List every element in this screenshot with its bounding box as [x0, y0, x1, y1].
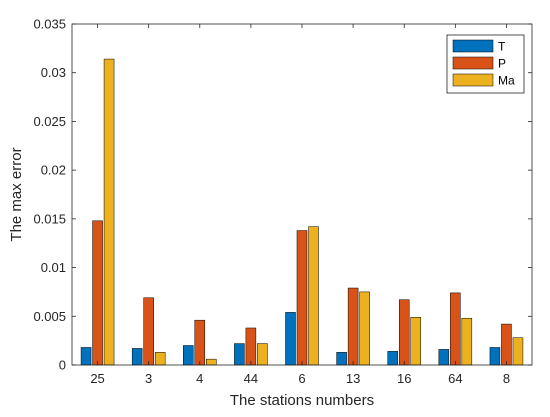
legend: TP Ma	[446, 34, 525, 94]
y-tick-label: 0.015	[33, 211, 66, 226]
y-tick-label: 0	[59, 358, 66, 373]
bar-ma-13	[359, 291, 370, 366]
legend-swatch-p	[452, 56, 494, 70]
y-tick-label: 0.025	[33, 114, 66, 129]
bar-ma-3	[154, 352, 166, 366]
x-tick-label: 8	[503, 371, 510, 386]
x-tick-label: 6	[298, 371, 305, 386]
bar-t-25	[80, 347, 92, 366]
bar-t-4	[183, 345, 194, 366]
bar-ma-4	[206, 358, 217, 366]
legend-swatch-ma	[452, 73, 494, 87]
axes-box	[71, 23, 533, 366]
bar-p-4	[194, 319, 206, 366]
bar-p-44	[245, 327, 257, 366]
x-tick-label: 25	[90, 371, 104, 386]
bar-ma-16	[410, 317, 421, 366]
bar-p-3	[143, 297, 154, 366]
bar-t-13	[336, 352, 347, 366]
legend-label-t: T	[498, 40, 506, 54]
bar-ma-25	[103, 58, 115, 366]
bar-p-64	[450, 292, 461, 366]
y-tick-label: 0.02	[41, 163, 66, 178]
y-tick-label: 0.01	[41, 260, 66, 275]
bar-p-8	[501, 323, 512, 366]
x-tick-label: 3	[145, 371, 152, 386]
bar-t-8	[489, 347, 501, 366]
bar-t-64	[438, 349, 450, 366]
y-tick-label: 0.03	[41, 65, 66, 80]
bar-p-13	[347, 287, 359, 366]
bar-t-6	[285, 312, 296, 366]
x-tick-label: 13	[346, 371, 360, 386]
x-tick-label: 4	[196, 371, 203, 386]
bar-ma-6	[308, 226, 319, 366]
bar-p-16	[398, 299, 410, 366]
x-tick-label: 44	[244, 371, 258, 386]
bar-t-3	[131, 348, 143, 366]
legend-swatch-t	[452, 39, 494, 53]
legend-label-p: P	[498, 57, 506, 71]
y-tick-label: 0.035	[33, 17, 66, 32]
x-tick-label: 16	[397, 371, 411, 386]
x-axis-label: The stations numbers	[230, 392, 374, 409]
bar-p-25	[92, 220, 103, 366]
bar-t-16	[387, 351, 398, 366]
legend-label-ma: Ma	[498, 74, 515, 88]
y-axis-label: The max error	[8, 147, 25, 241]
x-tick-label: 64	[448, 371, 462, 386]
bar-t-44	[234, 343, 245, 366]
x-axis-ticks: 25 3 4 44 6 13 16 64 8	[90, 24, 510, 386]
bar-ma-8	[512, 337, 524, 366]
y-tick-label: 0.005	[33, 309, 66, 324]
bar-ma-64	[461, 317, 473, 366]
y-axis-ticks: 0 0.005 0.01 0.015 0.02 0.025 0.03 0.035	[33, 17, 532, 373]
bar-ma-44	[257, 343, 268, 366]
bar-p-6	[296, 230, 308, 366]
